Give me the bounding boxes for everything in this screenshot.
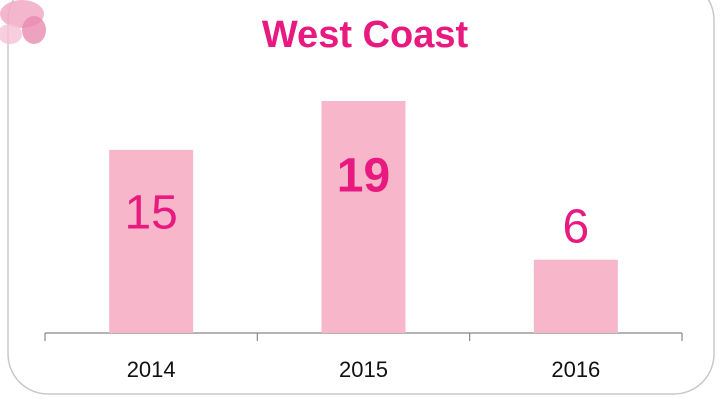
- x-tick-label: 2014: [127, 357, 176, 382]
- value-label: 15: [124, 187, 177, 240]
- x-tick-label: 2015: [339, 357, 388, 382]
- bar: [534, 260, 618, 333]
- chart: West Coast 15 2014 19 2015 6 2016: [0, 0, 722, 400]
- value-label: 6: [562, 200, 589, 253]
- bar: [322, 101, 406, 333]
- x-tick-label: 2016: [551, 357, 600, 382]
- bar: [109, 150, 193, 333]
- chart-title: West Coast: [262, 14, 469, 56]
- value-label: 19: [337, 150, 390, 203]
